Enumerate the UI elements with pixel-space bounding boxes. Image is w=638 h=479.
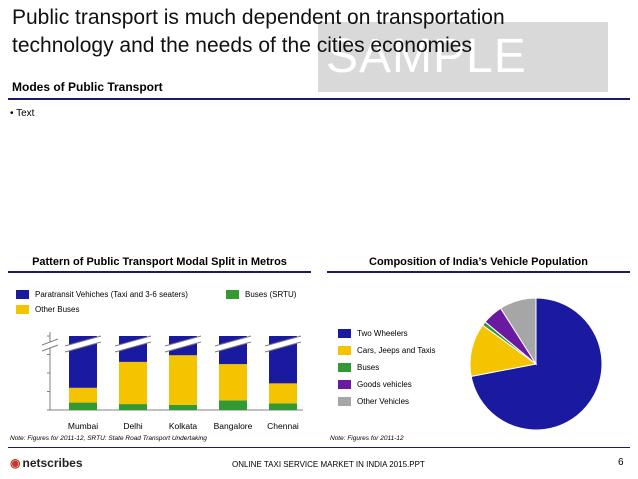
x-tick-label: Chennai bbox=[267, 421, 299, 431]
legend-swatch bbox=[338, 346, 351, 356]
legend-other-buses: Other Buses bbox=[16, 305, 80, 315]
axis-break-mark bbox=[42, 339, 58, 351]
bar-segment bbox=[69, 402, 97, 410]
axis-break-line bbox=[114, 335, 152, 347]
pie-legend-item: Cars, Jeeps and Taxis bbox=[338, 346, 436, 356]
logo-text: netscribes bbox=[22, 456, 83, 470]
legend-swatch bbox=[338, 363, 351, 373]
legend-paratransit: Paratransit Vehiches (Taxi and 3-6 seate… bbox=[16, 290, 188, 300]
legend-buses-srtu: Buses (SRTU) bbox=[226, 290, 297, 300]
x-tick-label: Bangalore bbox=[214, 421, 253, 431]
bullet-text: • Text bbox=[10, 108, 35, 119]
pie-legend-item: Two Wheelers bbox=[338, 329, 408, 339]
legend-label: Goods vehicles bbox=[357, 380, 412, 389]
right-chart-heading: Composition of India’s Vehicle Populatio… bbox=[327, 253, 630, 273]
footer-text: ONLINE TAXI SERVICE MARKET IN INDIA 2015… bbox=[232, 460, 425, 469]
axis-break-mark bbox=[265, 336, 301, 352]
legend-swatch bbox=[16, 305, 29, 315]
axis-break-line bbox=[214, 341, 252, 353]
axis-break-line bbox=[64, 341, 102, 353]
axis-break-line bbox=[264, 335, 302, 347]
axis-break-mark bbox=[65, 336, 101, 352]
bar-segment bbox=[119, 404, 147, 410]
footer-divider bbox=[8, 447, 630, 448]
slide-title: Public transport is much dependent on tr… bbox=[12, 6, 505, 57]
legend-label: Buses (SRTU) bbox=[245, 290, 297, 299]
axis-break-line bbox=[214, 335, 252, 347]
x-tick-label: Delhi bbox=[123, 421, 142, 431]
bar-segment bbox=[269, 403, 297, 410]
axis-break-line bbox=[114, 341, 152, 353]
pie-legend-item: Other Vehicles bbox=[338, 397, 410, 407]
axis-break-line bbox=[164, 341, 202, 353]
vehicle-population-pie-chart bbox=[469, 297, 603, 431]
left-chart-note: Note: Figures for 2011-12, SRTU: State R… bbox=[10, 435, 207, 442]
axis-break-mark bbox=[215, 336, 251, 352]
pie-slice bbox=[499, 297, 537, 366]
bar-segment bbox=[119, 361, 147, 405]
page-number: 6 bbox=[618, 457, 624, 468]
legend-swatch bbox=[338, 397, 351, 407]
pie-legend-item: Goods vehicles bbox=[338, 380, 412, 390]
bar-segment bbox=[169, 404, 197, 410]
bar-segment bbox=[269, 383, 297, 404]
axis-break-line bbox=[41, 338, 59, 346]
bar-segment bbox=[169, 355, 197, 405]
bar-segment bbox=[219, 400, 247, 410]
bar-segment bbox=[219, 364, 247, 401]
axis-break-line bbox=[64, 335, 102, 347]
axis-break-mark bbox=[115, 336, 151, 352]
pie-legend-item: Buses bbox=[338, 363, 380, 373]
legend-swatch bbox=[226, 290, 239, 300]
legend-label: Other Buses bbox=[35, 305, 80, 314]
x-tick-label: Mumbai bbox=[68, 421, 98, 431]
logo-icon: ◉ bbox=[10, 456, 21, 470]
axis-break-line bbox=[41, 344, 59, 352]
axis-break-line bbox=[264, 341, 302, 353]
legend-swatch bbox=[338, 329, 351, 339]
legend-label: Other Vehicles bbox=[357, 397, 410, 406]
axis-break-line bbox=[164, 335, 202, 347]
legend-swatch bbox=[338, 380, 351, 390]
bar-segment bbox=[69, 387, 97, 403]
legend-label: Two Wheelers bbox=[357, 329, 408, 338]
netscribes-logo: ◉ netscribes bbox=[10, 456, 83, 470]
left-chart-heading: Pattern of Public Transport Modal Split … bbox=[8, 253, 311, 273]
legend-swatch bbox=[16, 290, 29, 300]
axis-break-mark bbox=[165, 336, 201, 352]
right-chart-note: Note: Figures for 2011-12 bbox=[330, 435, 404, 442]
x-tick-label: Kolkata bbox=[169, 421, 198, 431]
legend-label: Paratransit Vehiches (Taxi and 3-6 seate… bbox=[35, 290, 188, 299]
modal-split-bar-chart: Mumbai Delhi Kolkata Bangalore Chennai bbox=[41, 332, 303, 431]
legend-label: Buses bbox=[357, 363, 380, 372]
section-title: Modes of Public Transport bbox=[8, 76, 630, 100]
legend-label: Cars, Jeeps and Taxis bbox=[357, 346, 436, 355]
